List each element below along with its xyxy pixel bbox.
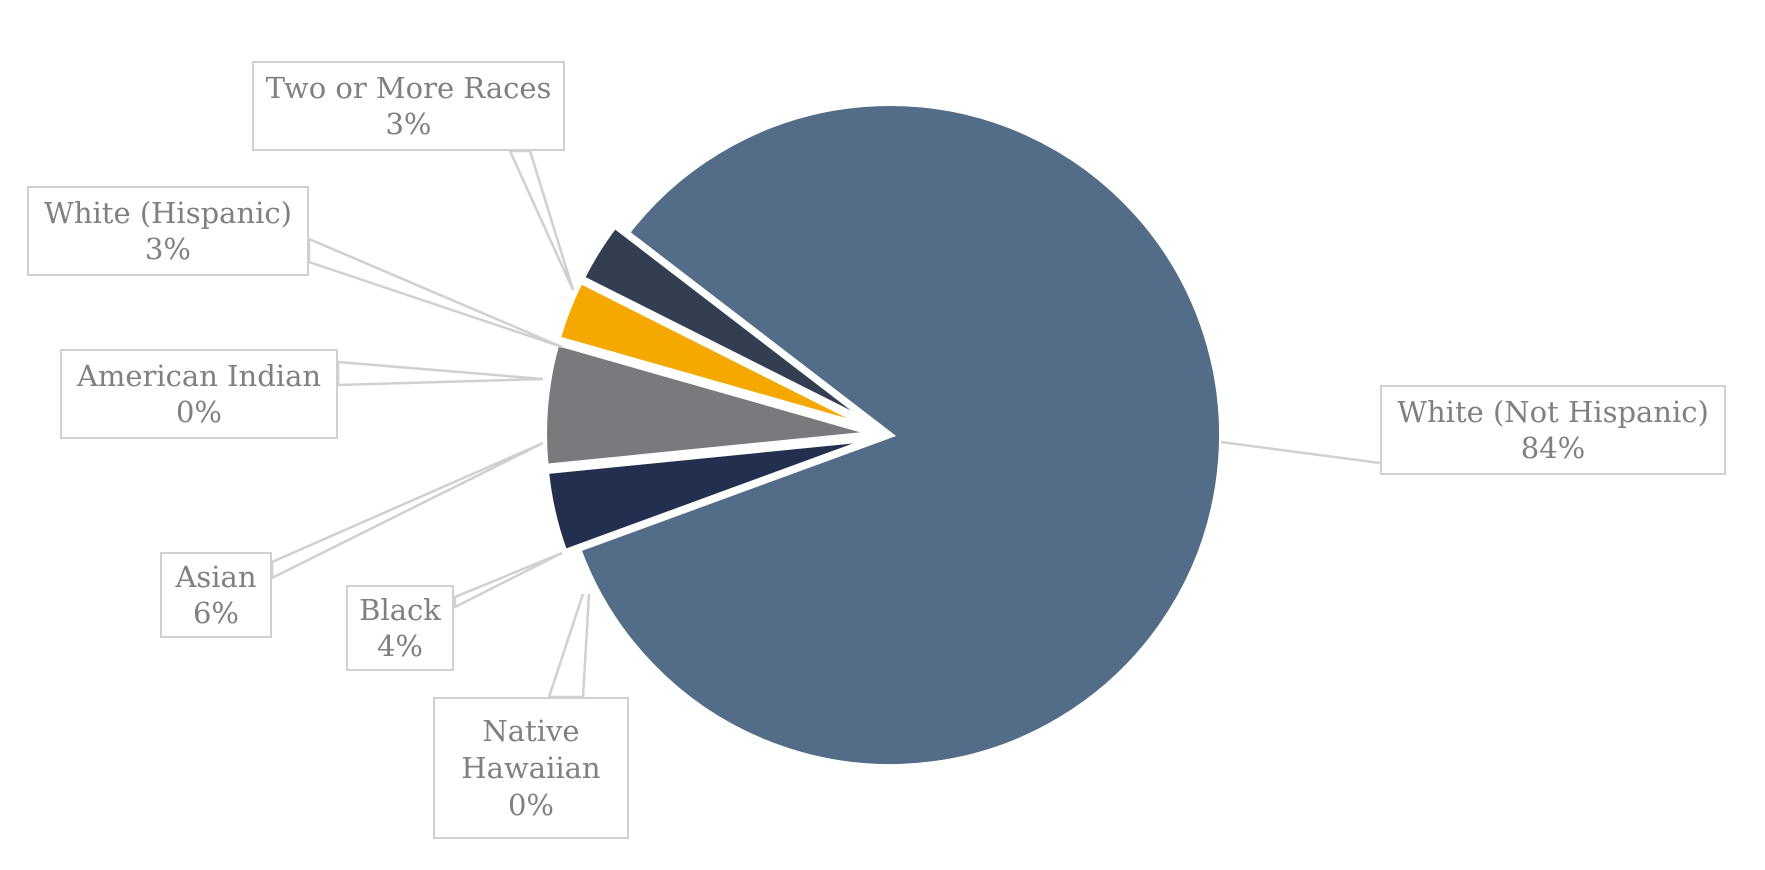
label-name: Asian bbox=[175, 560, 257, 594]
label-name: Two or More Races bbox=[265, 71, 552, 105]
label-percent: 0% bbox=[175, 395, 222, 429]
label-name: American Indian bbox=[76, 359, 322, 393]
data-label-black: Black 4% bbox=[346, 585, 454, 671]
label-percent: 4% bbox=[376, 629, 423, 663]
leader-line-native-hawaiian bbox=[547, 593, 591, 699]
leader-line-white-not-hispanic bbox=[1220, 440, 1381, 465]
leader-line-black bbox=[453, 551, 563, 610]
label-name: White (Not Hispanic) bbox=[1397, 395, 1709, 429]
label-name: Native Hawaiian bbox=[461, 714, 601, 785]
label-percent: 3% bbox=[385, 107, 432, 141]
leader-line-asian bbox=[270, 441, 544, 581]
data-label-native-hawaiian: Native Hawaiian 0% bbox=[433, 697, 629, 839]
data-label-white-not-hispanic: White (Not Hispanic) 84% bbox=[1380, 385, 1726, 475]
pie-slice-white-not-hispanic bbox=[574, 100, 1225, 770]
label-percent: 6% bbox=[192, 596, 239, 630]
label-percent: 0% bbox=[507, 788, 554, 822]
data-label-asian: Asian 6% bbox=[160, 552, 272, 638]
data-label-white-hispanic: White (Hispanic) 3% bbox=[27, 186, 309, 276]
pie-slice-black bbox=[542, 435, 878, 557]
data-label-two-or-more-races: Two or More Races 3% bbox=[252, 61, 565, 151]
leader-line-white-hispanic bbox=[307, 237, 563, 349]
label-percent: 84% bbox=[1520, 431, 1586, 465]
pie-slices bbox=[541, 100, 1225, 770]
label-name: Black bbox=[359, 593, 441, 627]
label-percent: 3% bbox=[144, 232, 191, 266]
label-name: White (Hispanic) bbox=[44, 196, 292, 230]
data-label-american-indian: American Indian 0% bbox=[60, 349, 338, 439]
leader-line-two-or-more-races bbox=[508, 149, 575, 291]
pie-slice-two-or-more-races bbox=[577, 221, 880, 431]
leader-line-american-indian bbox=[336, 360, 544, 387]
